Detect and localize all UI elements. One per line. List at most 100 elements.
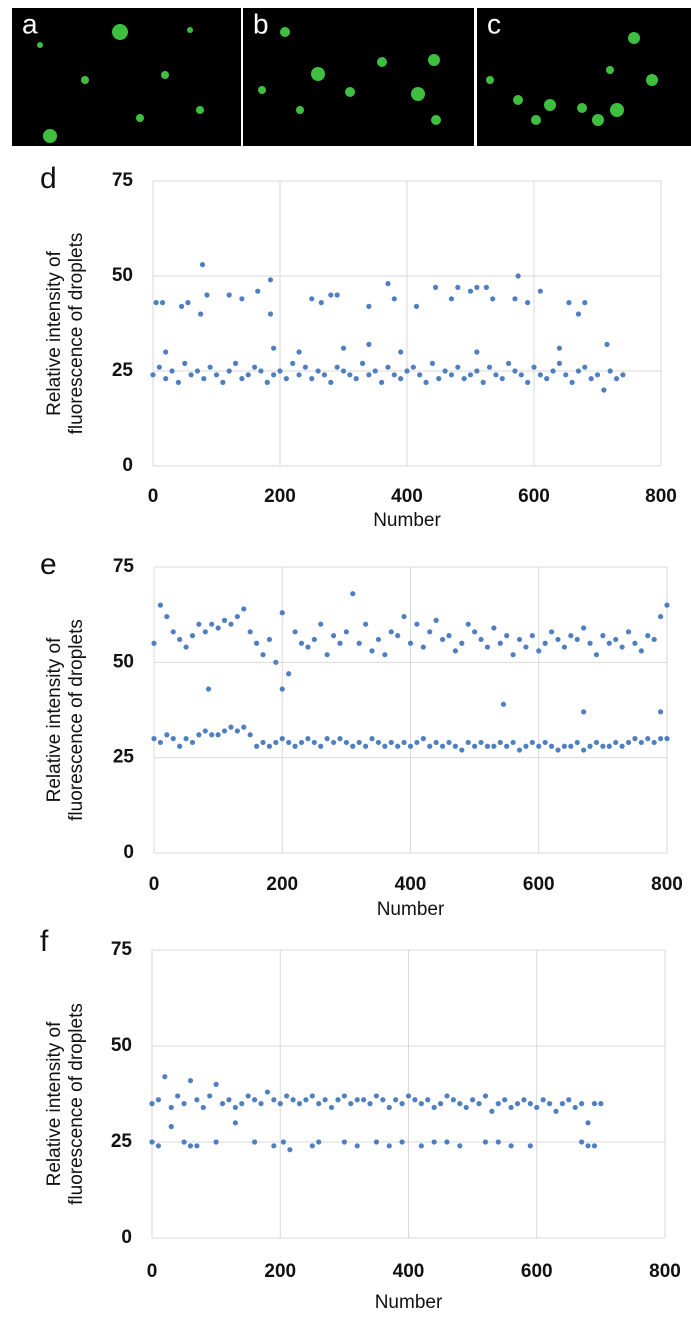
- data-point: [598, 1101, 603, 1106]
- data-point: [331, 740, 336, 745]
- data-point: [408, 744, 413, 749]
- y-axis-title: fluorescence of droplets: [66, 1003, 87, 1205]
- data-point: [566, 300, 571, 305]
- data-point: [536, 744, 541, 749]
- data-point: [423, 380, 428, 385]
- data-point: [491, 625, 496, 630]
- data-point: [323, 1097, 328, 1102]
- data-point: [434, 618, 439, 623]
- x-tick-label: 0: [147, 1261, 158, 1282]
- data-point: [194, 1097, 199, 1102]
- data-point: [171, 736, 176, 741]
- x-tick-label: 800: [651, 874, 683, 895]
- data-point: [541, 1097, 546, 1102]
- data-point: [309, 296, 314, 301]
- data-point: [175, 1093, 180, 1098]
- data-point: [626, 629, 631, 634]
- data-point: [525, 300, 530, 305]
- data-point: [444, 1093, 449, 1098]
- data-point: [271, 346, 276, 351]
- data-point: [150, 372, 155, 377]
- data-point: [401, 740, 406, 745]
- data-point: [246, 372, 251, 377]
- data-point: [382, 744, 387, 749]
- data-point: [160, 300, 165, 305]
- data-point: [523, 744, 528, 749]
- data-point: [331, 633, 336, 638]
- data-point: [233, 361, 238, 366]
- data-point: [322, 372, 327, 377]
- data-point: [158, 740, 163, 745]
- data-point: [188, 1078, 193, 1083]
- y-tick-label: 75: [112, 170, 134, 191]
- data-point: [171, 629, 176, 634]
- y-tick-label: 75: [113, 556, 135, 577]
- x-tick-label: 800: [645, 486, 677, 507]
- data-point: [303, 1097, 308, 1102]
- data-point: [374, 1139, 379, 1144]
- data-point: [453, 744, 458, 749]
- data-point: [277, 368, 282, 373]
- data-point: [440, 744, 445, 749]
- data-point: [585, 1143, 590, 1148]
- data-point: [350, 591, 355, 596]
- data-point: [496, 1139, 501, 1144]
- data-point: [246, 1093, 251, 1098]
- data-point: [284, 1093, 289, 1098]
- data-point: [342, 1139, 347, 1144]
- data-point: [366, 304, 371, 309]
- micrograph-panels: [12, 8, 691, 146]
- y-axis-title: Relative intensity of: [44, 1021, 65, 1186]
- data-point: [299, 740, 304, 745]
- data-point: [581, 625, 586, 630]
- data-point: [369, 648, 374, 653]
- data-point: [335, 292, 340, 297]
- data-point: [582, 300, 587, 305]
- data-point: [568, 744, 573, 749]
- data-point: [209, 732, 214, 737]
- y-axis-title: fluorescence of droplets: [66, 619, 87, 821]
- data-point: [392, 296, 397, 301]
- data-point: [563, 372, 568, 377]
- data-point: [476, 1101, 481, 1106]
- data-point: [190, 633, 195, 638]
- data-point: [406, 1093, 411, 1098]
- data-point: [517, 637, 522, 642]
- data-point: [154, 300, 159, 305]
- panel-label: a: [22, 8, 38, 39]
- data-point: [457, 1101, 462, 1106]
- y-axis-title: fluorescence of droplets: [66, 233, 87, 435]
- data-point: [550, 368, 555, 373]
- data-point: [286, 671, 291, 676]
- data-point: [438, 1101, 443, 1106]
- data-point: [510, 652, 515, 657]
- data-point: [470, 1097, 475, 1102]
- data-point: [328, 292, 333, 297]
- data-point: [310, 1093, 315, 1098]
- data-point: [297, 1101, 302, 1106]
- data-point: [182, 361, 187, 366]
- data-point: [235, 728, 240, 733]
- data-point: [374, 1093, 379, 1098]
- data-point: [485, 644, 490, 649]
- data-point: [227, 368, 232, 373]
- x-tick-label: 800: [649, 1261, 681, 1282]
- data-point: [562, 744, 567, 749]
- data-point: [531, 365, 536, 370]
- data-point: [158, 603, 163, 608]
- data-point: [504, 633, 509, 638]
- data-point: [280, 736, 285, 741]
- data-point: [530, 633, 535, 638]
- data-point: [201, 376, 206, 381]
- data-point: [632, 641, 637, 646]
- x-tick-label: 200: [264, 1261, 296, 1282]
- data-point: [299, 641, 304, 646]
- data-point: [414, 740, 419, 745]
- data-point: [214, 1139, 219, 1144]
- data-point: [376, 637, 381, 642]
- data-point: [523, 644, 528, 649]
- data-point: [395, 633, 400, 638]
- data-point: [451, 1097, 456, 1102]
- data-point: [228, 622, 233, 627]
- data-point: [239, 296, 244, 301]
